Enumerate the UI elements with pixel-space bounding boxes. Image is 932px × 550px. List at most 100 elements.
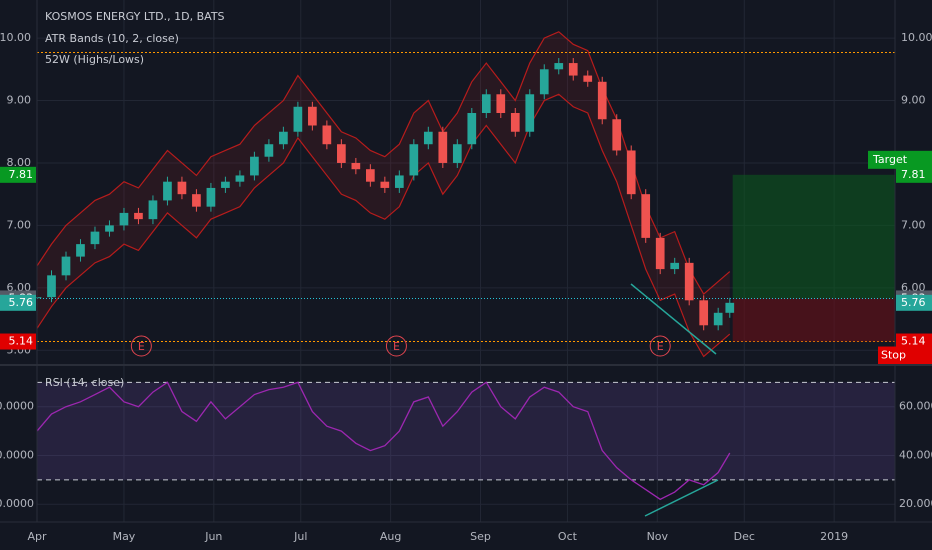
candle [612,119,622,151]
candle [47,275,56,298]
y-tick-label: 10.00 [0,31,31,44]
legend-levels: 52W (Highs/Lows) [45,53,144,66]
candle [655,237,665,270]
legend-bands: ATR Bands (10, 2, close) [45,32,179,45]
candle [670,262,680,270]
price-label: 5.76 [9,296,34,309]
x-tick-label: Sep [470,530,491,543]
candle [119,212,129,226]
candle [481,94,491,114]
price-label: 7.81 [9,168,34,181]
x-tick-label: 2019 [820,530,848,543]
price-tag [896,333,932,350]
candle [61,256,71,276]
rsi-pane [36,381,895,501]
candle [221,181,230,188]
x-tick-label: Aug [380,530,401,543]
y-tick-label: 20.0000 [0,497,34,510]
candle [163,181,172,201]
candle [279,131,288,145]
candle [539,69,549,95]
price-tag [896,294,932,311]
y-tick-label: 40.0000 [0,448,34,461]
target-zone [732,174,895,299]
x-tick-label: Jul [293,530,307,543]
earnings-label: E [138,340,145,353]
candle [380,181,390,188]
band-fill [37,31,730,357]
rsi-band [37,382,895,480]
candle [293,106,303,132]
earnings-label: E [657,340,664,353]
candle [409,144,419,176]
x-tick-label: Jun [204,530,222,543]
candle [452,144,462,163]
candle [467,113,477,145]
candle [90,231,100,245]
y-tick-label: 10.00 [901,31,932,44]
y-tick-label: 20.0000 [899,497,932,510]
candle [583,75,593,82]
earnings-marker [130,335,152,357]
candle [337,144,346,163]
y-tick-label: 40.0000 [899,448,932,461]
earnings-marker [649,335,671,357]
stop-label: Stop [881,349,906,362]
divergence-line [630,283,717,355]
price-label: 7.81 [901,168,926,181]
x-tick-label: Oct [558,530,578,543]
candle [351,162,361,170]
candle [525,94,535,132]
legend-title: KOSMOS ENERGY LTD., 1D, BATS [45,10,225,23]
x-tick-label: May [113,530,136,543]
y-tick-label: 8.00 [7,156,32,169]
price-tag [0,294,36,311]
earnings-marker [385,335,407,357]
candle [597,81,607,120]
candle [264,144,274,157]
target-label: Target [872,153,908,166]
x-tick-label: Nov [647,530,669,543]
legend-rsi: RSI (14, close) [45,376,124,389]
stop-tag [878,346,932,365]
candle [308,106,317,126]
candle [684,262,694,301]
candle [568,63,578,76]
candle [250,156,259,176]
candle [365,169,375,182]
price-label: 5.76 [901,296,926,309]
candle [554,63,564,70]
candle [725,302,735,313]
y-tick-label: 60.0000 [0,400,34,413]
rsi-line [36,381,731,501]
price-label: 5.14 [9,335,34,348]
price-tag [896,166,932,183]
candle [192,194,201,207]
candle [148,200,158,220]
price-tag [0,166,36,183]
stop-zone [732,298,895,342]
target-tag [868,150,932,169]
x-tick-label: Dec [734,530,755,543]
candle [394,175,404,188]
y-tick-label: 7.00 [7,218,32,231]
x-tick-label: Apr [27,530,47,543]
candle [438,131,448,163]
candle [699,300,709,326]
candle [423,131,433,145]
candle [105,225,114,232]
price-label: 5.14 [901,335,926,348]
candle [177,181,187,195]
earnings-label: E [393,340,400,353]
y-tick-label: 7.00 [901,218,926,231]
y-tick-label: 9.00 [901,94,926,107]
candle [76,244,85,257]
candle [641,194,651,238]
candle [206,187,216,207]
candle [496,94,506,114]
price-tag [0,333,36,350]
band-line [36,93,731,358]
